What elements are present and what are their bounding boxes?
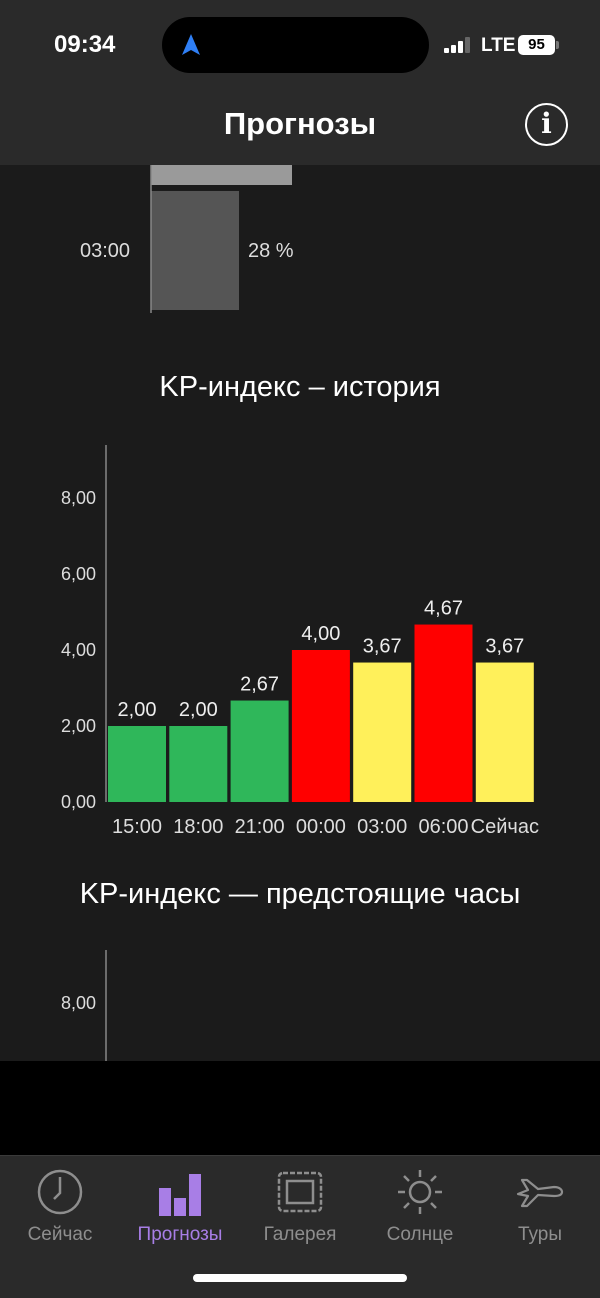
kp-history-value-label: 3,67	[363, 636, 402, 658]
kp-history-value-label: 2,67	[240, 674, 279, 696]
kp-history-ytick: 8,00	[61, 488, 96, 508]
battery-icon: 95	[518, 35, 555, 55]
home-indicator	[193, 1274, 407, 1282]
upcoming-ytick-8: 8,00	[61, 993, 96, 1013]
kp-history-xtick: 03:00	[357, 816, 407, 838]
kp-history-xtick: 15:00	[112, 816, 162, 838]
gallery-frame-icon	[277, 1171, 323, 1213]
top-bar: 09:34 LTE 95 Прогнозы i	[0, 0, 600, 165]
kp-history-ytick: 0,00	[61, 792, 96, 812]
battery-tip	[556, 41, 559, 49]
kp-history-bar	[353, 662, 412, 802]
airplane-icon	[516, 1178, 564, 1208]
kp-history-xtick: 21:00	[235, 816, 285, 838]
kp-history-xtick: Сейчас	[471, 816, 539, 838]
kp-history-bar	[108, 726, 166, 802]
forecast-content[interactable]: 03:00 28 % KP-индекс – история 0,00 2,00 4…	[0, 165, 600, 1061]
cloud-bar-0300	[151, 191, 239, 310]
history-chart-title: KP-индекс – история	[159, 371, 441, 403]
cloud-time-label: 03:00	[80, 240, 131, 262]
page-title: Прогнозы	[223, 106, 377, 141]
kp-history-value-label: 2,00	[179, 699, 218, 721]
network-type: LTE	[481, 35, 516, 56]
kp-history-bar	[475, 662, 534, 802]
kp-upcoming-svg: 8,00	[61, 950, 107, 1061]
dynamic-island	[162, 17, 429, 73]
tab-forecasts-label: Прогнозы	[137, 1224, 223, 1245]
tab-now[interactable]: Сейчас	[0, 1168, 120, 1246]
tab-forecasts[interactable]: Прогнозы	[120, 1168, 240, 1246]
tab-sun[interactable]: Солнце	[360, 1168, 480, 1246]
kp-history-ytick: 2,00	[61, 716, 96, 736]
kp-history-value-label: 4,00	[301, 623, 340, 645]
status-time: 09:34	[54, 31, 116, 58]
cloud-chart-bars	[150, 165, 292, 313]
cloud-percent-label: 28 %	[248, 240, 294, 262]
clock-icon	[37, 1169, 83, 1215]
location-arrow-icon	[182, 34, 200, 55]
kp-history-ytick: 4,00	[61, 640, 96, 660]
info-icon[interactable]: i	[525, 103, 568, 146]
upcoming-chart-title: KP-индекс — предстоящие часы	[79, 878, 521, 910]
signal-icon	[444, 37, 472, 53]
tab-now-label: Сейчас	[27, 1224, 93, 1245]
sun-icon	[398, 1170, 442, 1214]
kp-history-bar	[169, 726, 228, 802]
kp-history-value-label: 4,67	[424, 598, 463, 620]
bar-chart-icon	[159, 1174, 201, 1216]
kp-history-value-label: 3,67	[485, 636, 524, 658]
kp-history-xtick: 00:00	[296, 816, 346, 838]
tab-gallery-label: Галерея	[263, 1224, 337, 1245]
tab-tours-label: Туры	[517, 1224, 563, 1245]
kp-history-xtick: 18:00	[173, 816, 223, 838]
kp-history-bar	[414, 624, 473, 802]
kp-history-bar	[291, 650, 350, 802]
kp-history-xtick: 06:00	[418, 816, 468, 838]
kp-history-svg: 0,00 2,00 4,00 6,00 8,00 2,00 15:00 2,00 18:00 2,…	[61, 445, 539, 838]
tab-tours[interactable]: Туры	[480, 1168, 600, 1246]
cloud-bar-previous	[151, 165, 292, 185]
tab-gallery[interactable]: Галерея	[240, 1168, 360, 1246]
kp-history-ytick: 6,00	[61, 564, 96, 584]
kp-history-bar	[230, 700, 289, 802]
kp-history-value-label: 2,00	[118, 699, 157, 721]
tab-sun-label: Солнце	[386, 1224, 454, 1245]
